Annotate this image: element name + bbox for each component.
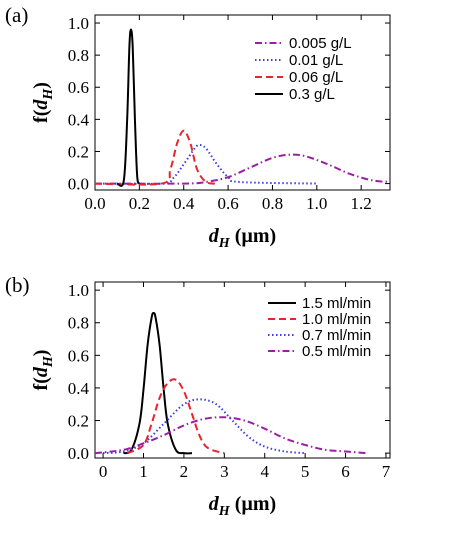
y-tick-label: 0.2	[68, 412, 89, 431]
x-tick-label: 6	[341, 462, 350, 481]
x-tick-label: 2	[180, 462, 189, 481]
y-tick-label: 0.2	[68, 142, 89, 161]
panel-a: (a) 0.0 0.2 0.4 0.6 0.8 1.0 1.2 0.0 0.2 0.4 0.6 0.8 1…	[5, 3, 391, 251]
y-tick-label: 0.8	[68, 46, 89, 65]
x-tick-label: 5	[301, 462, 310, 481]
panel-label: (a)	[5, 3, 28, 27]
y-tick-label: 1.0	[68, 14, 89, 33]
legend-label: 0.7 ml/min	[302, 327, 371, 344]
x-tick-label: 1.2	[351, 194, 372, 213]
plot-frame	[94, 281, 391, 459]
y-tick-label: 0.0	[68, 444, 89, 463]
x-tick-label: 1.0	[306, 194, 327, 213]
y-axis-label: f(dH)	[30, 82, 56, 123]
x-tick-label: 0.4	[173, 194, 195, 213]
series-line-0-06-g-l	[95, 129, 218, 186]
plot-frame	[94, 14, 391, 191]
series-line-1-5-ml-min	[122, 311, 193, 455]
y-tick-label: 0.0	[68, 175, 89, 194]
y-tick-label: 1.0	[68, 281, 89, 300]
legend-label: 0.5 ml/min	[302, 343, 371, 360]
legend-label: 0.005 g/L	[289, 35, 352, 52]
y-tick-label: 0.6	[68, 346, 89, 365]
x-tick-label: 0.0	[84, 194, 105, 213]
x-tick-label: 7	[382, 462, 391, 481]
x-tick-label: 0	[99, 462, 108, 481]
series-line-0-5-ml-min	[95, 416, 366, 455]
series-line-1-0-ml-min	[126, 378, 225, 455]
panel-b: (b) 0 1 2 3 4 5 6 7 0.0 0.2 0.4 0.6 0.8 1.0 1.5 ml/min1…	[5, 273, 391, 519]
y-tick-label: 0.4	[68, 110, 90, 129]
legend-label: 0.3 g/L	[289, 86, 335, 103]
x-axis-label: dH (µm)	[209, 493, 276, 519]
legend-label: 0.06 g/L	[289, 69, 343, 86]
x-tick-label: 0.2	[129, 194, 150, 213]
panel-label: (b)	[5, 273, 30, 297]
series-line-0-01-g-l	[95, 144, 317, 185]
legend-label: 1.5 ml/min	[302, 295, 371, 312]
legend: 0.005 g/L0.01 g/L0.06 g/L0.3 g/L	[255, 35, 352, 103]
x-tick-label: 0.8	[262, 194, 283, 213]
y-tick-label: 0.4	[68, 379, 90, 398]
x-tick-label: 0.6	[217, 194, 238, 213]
x-tick-label: 1	[139, 462, 148, 481]
x-tick-label: 3	[220, 462, 229, 481]
y-tick-label: 0.6	[68, 78, 89, 97]
series-line-0-005-g-l	[95, 153, 390, 185]
y-axis-label: f(dH)	[30, 350, 56, 391]
x-tick-label: 4	[260, 462, 269, 481]
y-tick-label: 0.8	[68, 314, 89, 333]
legend-label: 0.01 g/L	[289, 52, 343, 69]
x-axis-label: dH (µm)	[209, 225, 276, 251]
series-line-0-3-g-l	[116, 28, 141, 187]
legend-label: 1.0 ml/min	[302, 311, 371, 328]
